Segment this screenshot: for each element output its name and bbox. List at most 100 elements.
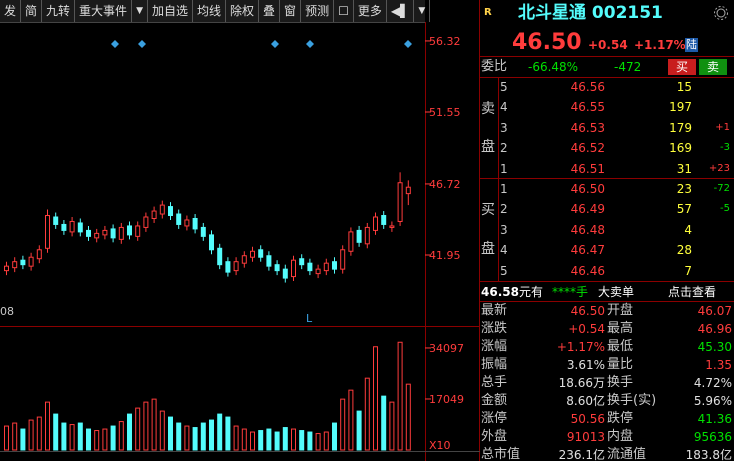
volume-bar <box>86 428 91 451</box>
volume-bar <box>291 428 296 451</box>
candle-body <box>348 231 354 252</box>
stat-label: 最高 <box>607 321 634 336</box>
volume-bar <box>225 416 231 451</box>
big-order-type: 大卖单 <box>598 285 635 299</box>
checkbox-icon[interactable]: ☐ <box>334 0 354 22</box>
event-marker[interactable] <box>404 40 412 48</box>
tool-button[interactable]: 更多 <box>354 0 387 22</box>
stat-value: 8.60亿 <box>566 394 605 408</box>
stat-label: 换手(实) <box>607 393 657 408</box>
tool-button[interactable]: 九转 <box>42 0 76 22</box>
candle-body <box>86 229 91 237</box>
candle-body <box>12 261 18 269</box>
stat-value: 236.1亿 <box>558 448 605 461</box>
volume-bar <box>274 431 280 451</box>
tool-button[interactable]: 简 <box>21 0 43 22</box>
tool-button[interactable]: 重大事件 <box>75 0 133 22</box>
tool-button[interactable]: 除权 <box>226 0 260 22</box>
panel-lines <box>480 6 734 302</box>
candle-body <box>323 262 329 272</box>
book-level: 1 <box>500 161 508 176</box>
settings-icon[interactable] <box>714 6 728 20</box>
volume-bar <box>28 419 34 451</box>
candle-body <box>53 216 59 225</box>
tool-button[interactable]: 预测 <box>301 0 335 22</box>
stat-label: 内盘 <box>607 429 634 444</box>
y-tick-label: 41.95 <box>429 249 461 262</box>
book-price: 46.49 <box>570 202 605 217</box>
stat-label: 换手 <box>607 375 634 390</box>
book-price: 46.56 <box>570 80 605 94</box>
book-price: 46.51 <box>570 161 605 176</box>
marker-label: L <box>306 312 313 325</box>
side-label: 买 <box>481 202 495 218</box>
candle-body <box>28 256 34 267</box>
stat-label: 外盘 <box>481 429 508 444</box>
x-label: 08 <box>0 305 14 318</box>
side-label: 盘 <box>481 241 495 257</box>
stat-label: 最新 <box>481 303 508 318</box>
book-volume: 169 <box>669 141 692 156</box>
event-marker[interactable] <box>111 40 119 48</box>
stat-value: 46.07 <box>697 304 732 318</box>
stat-label: 总市值 <box>481 447 521 461</box>
tool-button[interactable]: 加自选 <box>148 0 193 22</box>
book-price: 46.50 <box>570 182 605 196</box>
buy-button[interactable]: 买 <box>668 59 696 75</box>
candle-body <box>77 222 83 233</box>
volume-bar <box>159 410 165 451</box>
ratio-label: 委比 <box>481 59 508 74</box>
book-level: 2 <box>500 141 508 156</box>
candle-body <box>258 249 264 258</box>
event-marker[interactable] <box>138 40 146 48</box>
volume-bar <box>143 401 149 451</box>
book-price: 46.47 <box>570 243 605 258</box>
candle-body <box>94 232 100 239</box>
y-tick-label: 34097 <box>429 342 464 355</box>
volume-bar <box>151 398 157 451</box>
candle-body <box>364 226 370 245</box>
event-marker[interactable] <box>271 40 279 48</box>
volume-unit: X10 <box>429 439 451 452</box>
stat-label: 振幅 <box>481 357 508 372</box>
volume-bar <box>176 422 182 451</box>
book-volume: 197 <box>669 100 692 115</box>
dropdown-icon[interactable]: ▼ <box>414 0 431 22</box>
volume-bar <box>315 433 321 451</box>
chart: 08 L X10 56.32 51.55 46.72 41.95 34097 17049 <box>0 0 480 461</box>
sell-button[interactable]: 卖 <box>699 59 727 75</box>
candle-body <box>45 215 50 249</box>
stat-value: 41.36 <box>697 412 732 426</box>
book-price: 46.55 <box>570 100 605 115</box>
candle-body <box>184 219 190 227</box>
stat-label: 涨跌 <box>481 321 508 336</box>
stat-value: 4.72% <box>693 376 732 390</box>
collapse-icon[interactable]: ◀▌ <box>387 0 415 22</box>
candle-body <box>209 234 214 251</box>
volume-bar <box>250 431 255 451</box>
connect-tag: 陆 <box>685 38 698 52</box>
candle-body <box>266 255 272 267</box>
candle-body <box>225 261 231 273</box>
dropdown-icon[interactable]: ▼ <box>132 0 148 22</box>
stat-value: 18.66万 <box>558 376 605 390</box>
ratio-pct: -66.48% <box>528 60 579 74</box>
stat-value: 95636 <box>693 430 732 444</box>
book-volume: 57 <box>676 202 692 217</box>
tool-button[interactable]: 窗 <box>280 0 302 22</box>
tool-button[interactable]: 均线 <box>193 0 227 22</box>
stat-value: 46.96 <box>697 322 732 336</box>
volume-bar <box>258 430 264 451</box>
candle-body <box>356 229 362 243</box>
tool-button[interactable]: 叠 <box>259 0 281 22</box>
book-volume: 15 <box>676 80 692 94</box>
volume-bar <box>184 425 190 451</box>
big-order-link[interactable]: 点击查看 <box>668 285 717 299</box>
volume-bar <box>45 401 50 451</box>
event-marker[interactable] <box>306 40 314 48</box>
book-change: +23 <box>708 162 730 174</box>
candle-body <box>381 215 387 225</box>
volume-bar <box>110 425 116 451</box>
volume-bar <box>381 395 387 451</box>
tool-button[interactable]: 发 <box>0 0 22 22</box>
